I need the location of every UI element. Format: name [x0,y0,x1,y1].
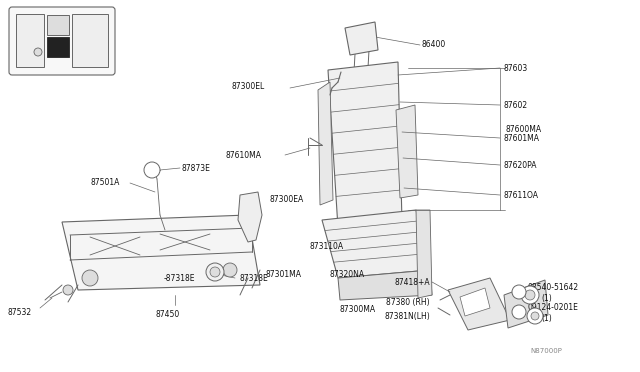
FancyBboxPatch shape [9,7,115,75]
Text: 87450: 87450 [155,310,179,319]
Text: 87873E: 87873E [182,164,211,173]
Circle shape [531,312,539,320]
Text: 87300EA: 87300EA [270,195,304,204]
Circle shape [512,305,526,319]
Polygon shape [328,62,402,228]
Polygon shape [345,22,378,55]
Polygon shape [318,82,333,205]
Bar [47,37,69,57]
Text: 87610MA: 87610MA [226,151,262,160]
Polygon shape [62,215,260,290]
Polygon shape [448,278,510,330]
Polygon shape [396,105,418,198]
Text: 87318E: 87318E [240,274,269,283]
Polygon shape [504,280,548,328]
Text: -87318E: -87318E [163,274,195,283]
Text: 86400: 86400 [422,40,446,49]
Circle shape [206,263,224,281]
Circle shape [512,285,526,299]
Text: 87532: 87532 [8,308,32,317]
Circle shape [223,263,237,277]
Polygon shape [238,192,262,242]
Circle shape [34,48,42,56]
Circle shape [144,162,160,178]
Circle shape [525,290,535,300]
Bar [16,14,44,67]
Bar [72,14,108,67]
Text: 87418+A: 87418+A [394,278,430,287]
Text: 87600MA: 87600MA [505,125,541,134]
Polygon shape [322,210,430,278]
Text: 87381N(LH): 87381N(LH) [384,312,430,321]
Text: (1): (1) [541,294,552,303]
Text: B: B [517,310,521,314]
Circle shape [210,267,220,277]
Text: 87611OA: 87611OA [503,191,538,200]
Text: 87300MA: 87300MA [340,305,376,314]
Text: (1): (1) [541,314,552,323]
Text: 87501A: 87501A [91,178,120,187]
Text: 87620PA: 87620PA [503,161,536,170]
Text: S: S [517,289,521,295]
Text: N87000P: N87000P [530,348,562,354]
Text: 08540-51642: 08540-51642 [528,283,579,292]
Polygon shape [416,210,432,298]
Text: 87602: 87602 [503,101,527,110]
Circle shape [82,270,98,286]
Polygon shape [460,288,490,316]
Text: 09124-0201E: 09124-0201E [528,303,579,312]
Text: 873110A: 873110A [310,242,344,251]
Text: 87603: 87603 [503,64,527,73]
Circle shape [63,285,73,295]
Text: 87380 (RH): 87380 (RH) [387,298,430,307]
Text: 87301MA: 87301MA [266,270,302,279]
Bar [47,15,69,35]
Circle shape [527,308,543,324]
Polygon shape [338,270,432,300]
Circle shape [521,286,539,304]
Text: 87601MA: 87601MA [503,134,539,143]
Text: 87300EL: 87300EL [232,82,265,91]
Text: 87320NA: 87320NA [330,270,365,279]
